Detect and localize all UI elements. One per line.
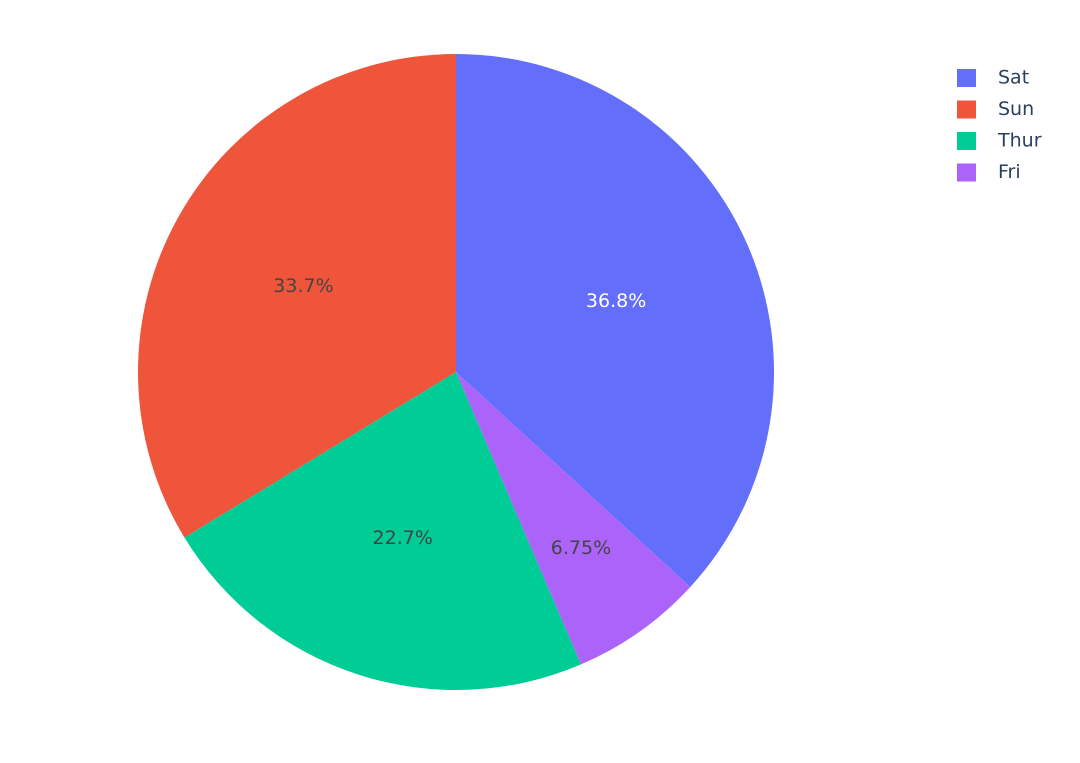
slice-label: 36.8% [586, 290, 646, 312]
pie-slice [456, 372, 691, 665]
legend-swatch [957, 163, 976, 182]
legend-label: Sun [998, 98, 1034, 120]
slice-label: 6.75% [551, 537, 611, 559]
legend-label: Sat [998, 67, 1029, 89]
legend-swatch [957, 100, 976, 119]
slice-label: 22.7% [373, 527, 433, 549]
legend-swatch [957, 132, 976, 150]
pie-slice [456, 54, 774, 588]
pie-slice [137, 54, 456, 538]
legend-swatch [957, 69, 976, 87]
pie-slice [184, 372, 581, 690]
legend-label: Fri [998, 161, 1021, 183]
legend-label: Thur [997, 130, 1042, 152]
slice-label: 33.7% [273, 275, 333, 297]
